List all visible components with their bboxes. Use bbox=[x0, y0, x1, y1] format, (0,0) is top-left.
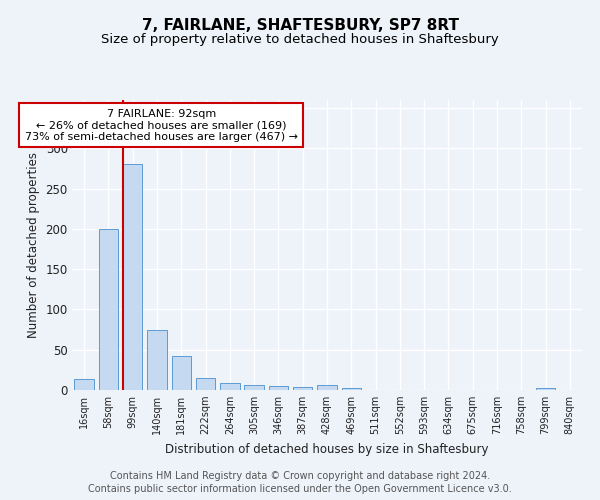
Bar bbox=[317, 385, 337, 390]
Text: Size of property relative to detached houses in Shaftesbury: Size of property relative to detached ho… bbox=[101, 32, 499, 46]
Bar bbox=[293, 387, 313, 390]
Bar bbox=[147, 330, 167, 390]
Text: Contains HM Land Registry data © Crown copyright and database right 2024.: Contains HM Land Registry data © Crown c… bbox=[110, 471, 490, 481]
Bar bbox=[99, 229, 118, 390]
Bar bbox=[244, 385, 264, 390]
Text: 7, FAIRLANE, SHAFTESBURY, SP7 8RT: 7, FAIRLANE, SHAFTESBURY, SP7 8RT bbox=[142, 18, 458, 32]
Bar bbox=[172, 356, 191, 390]
Bar bbox=[74, 378, 94, 390]
Bar bbox=[536, 388, 555, 390]
Bar bbox=[123, 164, 142, 390]
Text: 7 FAIRLANE: 92sqm
← 26% of detached houses are smaller (169)
73% of semi-detache: 7 FAIRLANE: 92sqm ← 26% of detached hous… bbox=[25, 108, 298, 142]
Text: Contains public sector information licensed under the Open Government Licence v3: Contains public sector information licen… bbox=[88, 484, 512, 494]
Bar bbox=[341, 388, 361, 390]
X-axis label: Distribution of detached houses by size in Shaftesbury: Distribution of detached houses by size … bbox=[165, 442, 489, 456]
Bar bbox=[269, 386, 288, 390]
Bar bbox=[196, 378, 215, 390]
Bar bbox=[220, 383, 239, 390]
Y-axis label: Number of detached properties: Number of detached properties bbox=[27, 152, 40, 338]
